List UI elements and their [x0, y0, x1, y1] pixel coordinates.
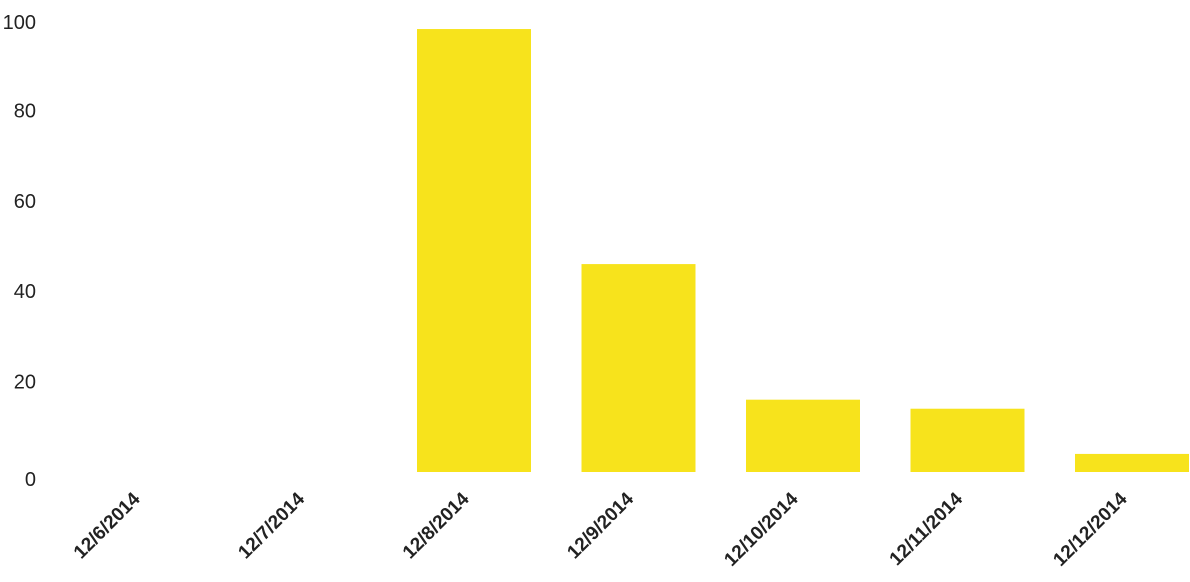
bars	[417, 29, 1189, 472]
bar-12-9-2014	[581, 264, 696, 472]
x-tick-label: 12/7/2014	[234, 488, 309, 563]
bar-12-10-2014	[746, 399, 860, 472]
x-tick-label: 12/9/2014	[563, 488, 638, 563]
y-tick-label: 20	[14, 372, 36, 394]
y-tick-label: 80	[14, 100, 36, 122]
bar-12-8-2014	[417, 29, 531, 472]
x-tick-label: 12/10/2014	[720, 488, 802, 570]
bar-12-12-2014	[1075, 453, 1189, 472]
y-axis: 0 20 40 60 80 100	[3, 12, 36, 491]
x-tick-label: 12/8/2014	[399, 488, 474, 563]
bar-12-11-2014	[910, 408, 1025, 472]
x-axis: 12/6/2014 12/7/2014 12/8/2014 12/9/2014 12/1…	[70, 488, 1132, 570]
y-tick-label: 0	[25, 469, 36, 491]
x-tick-label: 12/12/2014	[1049, 488, 1131, 570]
y-tick-label: 40	[14, 281, 36, 303]
x-tick-label: 12/11/2014	[886, 488, 968, 570]
y-tick-label: 60	[14, 191, 36, 213]
x-tick-label: 12/6/2014	[70, 488, 145, 563]
y-tick-label: 100	[3, 12, 36, 34]
